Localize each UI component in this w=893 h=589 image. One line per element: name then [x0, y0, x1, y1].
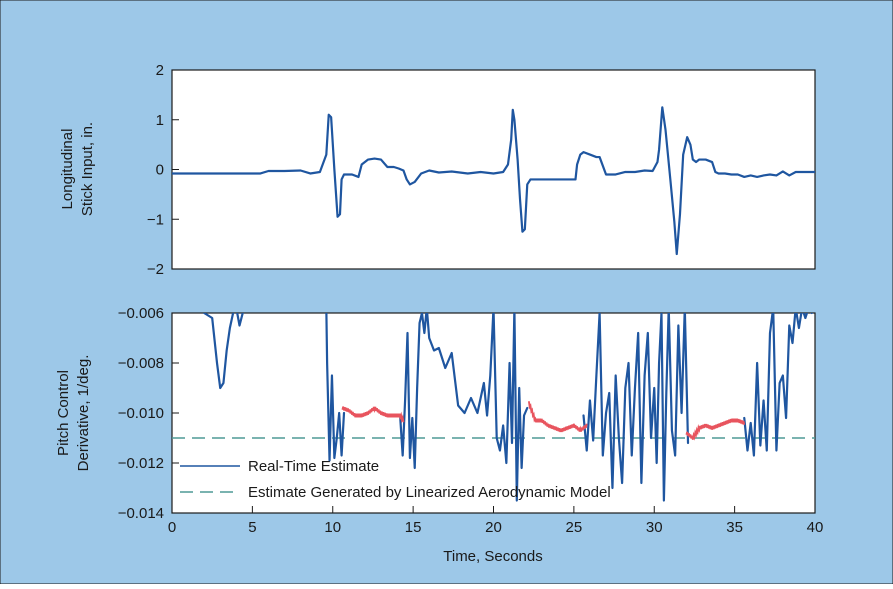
- pitch-derivative-y-tick-label: −0.014: [118, 505, 164, 522]
- stick-input-y-tick-label: 2: [156, 62, 164, 79]
- legend-label-real-time: Real-Time Estimate: [248, 458, 379, 475]
- x-axis-title: Time, Seconds: [443, 548, 543, 565]
- stick-input-y-tick-label: −2: [147, 261, 164, 278]
- stick-input-y-label-line2: Stick Input, in.: [79, 122, 96, 216]
- x-tick-label: 30: [646, 519, 663, 536]
- real-time-estimate-line: [203, 313, 814, 502]
- stick-input-plot: 2 1 0 −1 −2 Longitudinal Stick Input, in.: [59, 62, 816, 278]
- pitch-derivative-y-label-line2: Derivative, 1/deg.: [75, 355, 92, 472]
- x-tick-label: 35: [726, 519, 743, 536]
- stick-input-y-label-line1: Longitudinal: [59, 129, 76, 210]
- stick-input-data: [172, 106, 815, 256]
- pitch-derivative-y-ticks: −0.006 −0.008 −0.010 −0.012 −0.014: [118, 305, 179, 522]
- x-tick-label: 10: [324, 519, 341, 536]
- pitch-derivative-y-tick-label: −0.006: [118, 305, 164, 322]
- stick-input-y-ticks: 2 1 0 −1 −2: [147, 62, 179, 278]
- x-tick-label: 0: [168, 519, 176, 536]
- stick-input-plot-area: [171, 69, 816, 270]
- x-tick-label: 20: [485, 519, 502, 536]
- x-tick-label: 15: [405, 519, 422, 536]
- pitch-derivative-y-tick-label: −0.012: [118, 455, 164, 472]
- pitch-derivative-x-ticks: 0 5 10 15 20 25 30 35 40: [168, 506, 824, 536]
- stick-input-y-tick-label: 1: [156, 112, 164, 129]
- legend-label-linearized-model: Estimate Generated by Linearized Aerodyn…: [248, 484, 611, 501]
- legend: Real-Time Estimate Estimate Generated by…: [180, 458, 611, 501]
- pitch-derivative-plot: −0.006 −0.008 −0.010 −0.012 −0.014 0 5 10 15 20 2…: [55, 305, 823, 565]
- pitch-derivative-data: [172, 313, 815, 502]
- pitch-derivative-y-label-line1: Pitch Control: [55, 370, 72, 456]
- x-tick-label: 40: [807, 519, 824, 536]
- x-tick-label: 5: [248, 519, 256, 536]
- pitch-derivative-y-tick-label: −0.010: [118, 405, 164, 422]
- stick-input-line: [172, 106, 815, 256]
- filtered-estimate-overlay: [341, 401, 746, 441]
- stick-input-y-tick-label: −1: [147, 211, 164, 228]
- stick-input-y-tick-label: 0: [156, 162, 164, 179]
- pitch-derivative-y-tick-label: −0.008: [118, 355, 164, 372]
- x-tick-label: 25: [566, 519, 583, 536]
